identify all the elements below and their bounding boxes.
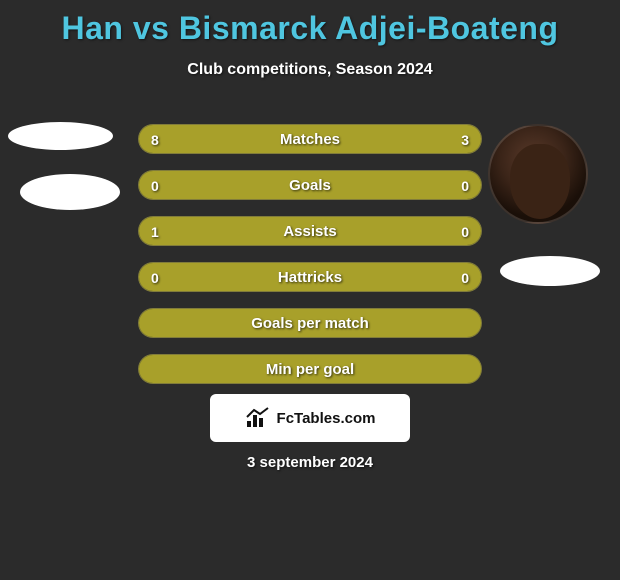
bar-value-left: 8 bbox=[151, 125, 159, 154]
right-player-avatar bbox=[488, 124, 588, 224]
bar-label: Goals per match bbox=[139, 309, 481, 338]
face-shape bbox=[510, 144, 570, 219]
badge-text: FcTables.com bbox=[277, 410, 376, 427]
page-title: Han vs Bismarck Adjei-Boateng bbox=[0, 0, 620, 47]
right-player-shape bbox=[500, 256, 600, 286]
stat-row: Matches8 3 bbox=[138, 124, 482, 154]
bar-value-left: 1 bbox=[151, 217, 159, 246]
bar-value-right: 0 bbox=[461, 171, 469, 200]
stat-row: Hattricks0 0 bbox=[138, 262, 482, 292]
bar-value-left: 0 bbox=[151, 263, 159, 292]
bar-value-right: 0 bbox=[461, 263, 469, 292]
stat-row: Goals0 0 bbox=[138, 170, 482, 200]
bar-label: Matches bbox=[139, 125, 481, 154]
stats-bars-container: Matches83Goals00Assists10Hattricks00Goal… bbox=[138, 124, 482, 400]
bar-value-right: 3 bbox=[461, 125, 469, 154]
bar-value-right: 0 bbox=[461, 217, 469, 246]
bar-label: Goals bbox=[139, 171, 481, 200]
chart-icon bbox=[245, 407, 271, 429]
date-text: 3 september 2024 bbox=[0, 454, 620, 471]
bar-label: Hattricks bbox=[139, 263, 481, 292]
bar-value-left: 0 bbox=[151, 171, 159, 200]
left-player-shape bbox=[20, 174, 120, 210]
bar-label: Min per goal bbox=[139, 355, 481, 384]
page-subtitle: Club competitions, Season 2024 bbox=[0, 61, 620, 79]
stat-row: Goals per match bbox=[138, 308, 482, 338]
left-player-avatar-placeholder bbox=[8, 122, 113, 150]
stat-row: Min per goal bbox=[138, 354, 482, 384]
bar-label: Assists bbox=[139, 217, 481, 246]
source-badge: FcTables.com bbox=[210, 394, 410, 442]
stat-row: Assists1 0 bbox=[138, 216, 482, 246]
